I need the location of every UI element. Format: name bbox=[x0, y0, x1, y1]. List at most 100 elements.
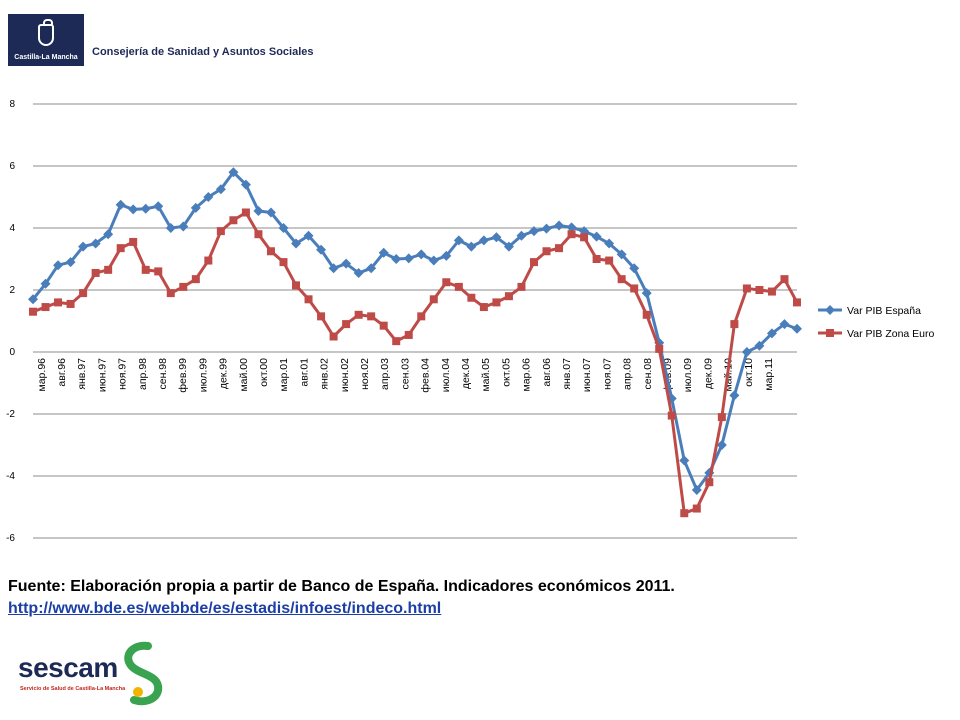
spain-point bbox=[466, 241, 477, 252]
x-tick-label: апр.98 bbox=[137, 358, 149, 390]
euro-point bbox=[379, 321, 388, 330]
euro-point bbox=[204, 256, 213, 265]
euro-point bbox=[304, 295, 313, 304]
x-tick-label: июн.97 bbox=[96, 358, 108, 392]
x-tick-label: июл.99 bbox=[197, 358, 209, 392]
x-tick-label: дек.99 bbox=[218, 358, 230, 389]
euro-point bbox=[367, 312, 376, 321]
x-tick-label: ноя.02 bbox=[359, 358, 371, 390]
x-tick-label: ноя.07 bbox=[601, 358, 613, 390]
euro-point bbox=[329, 332, 338, 341]
x-tick-label: мар.96 bbox=[36, 358, 48, 392]
spain-point bbox=[353, 267, 364, 278]
euro-point bbox=[266, 247, 275, 256]
y-tick-label: -4 bbox=[6, 471, 15, 482]
x-tick-label: май.00 bbox=[238, 358, 250, 392]
x-tick-label: окт.00 bbox=[258, 358, 270, 387]
spain-point bbox=[754, 340, 765, 351]
spain-point bbox=[65, 257, 76, 268]
euro-point bbox=[580, 233, 589, 242]
euro-point bbox=[141, 265, 150, 274]
euro-point bbox=[692, 504, 701, 513]
spain-point bbox=[40, 278, 51, 289]
spain-point bbox=[792, 323, 802, 334]
euro-point bbox=[793, 298, 801, 307]
euro-point bbox=[429, 295, 438, 304]
y-tick-label: 8 bbox=[9, 99, 15, 110]
x-tick-label: апр.08 bbox=[622, 358, 634, 390]
euro-point bbox=[404, 330, 413, 339]
spain-point bbox=[341, 258, 352, 269]
spain-point bbox=[591, 231, 602, 242]
x-tick-label: авг.96 bbox=[56, 358, 68, 387]
spain-point bbox=[741, 347, 752, 357]
euro-point bbox=[742, 284, 751, 293]
euro-point bbox=[216, 227, 225, 236]
euro-point bbox=[229, 216, 238, 225]
x-tick-label: фев.04 bbox=[420, 358, 432, 393]
x-tick-label: июн.02 bbox=[339, 358, 351, 392]
spain-point bbox=[541, 223, 552, 234]
y-tick-label: 6 bbox=[9, 161, 15, 172]
spain-point bbox=[153, 201, 164, 212]
euro-point bbox=[767, 287, 776, 296]
euro-point bbox=[680, 509, 689, 518]
spain-point bbox=[779, 319, 790, 330]
euro-point bbox=[717, 413, 726, 422]
x-tick-label: ноя.97 bbox=[117, 358, 129, 390]
spain-point bbox=[215, 184, 226, 195]
spain-point bbox=[128, 204, 139, 215]
spain-point bbox=[265, 207, 276, 218]
euro-point bbox=[529, 258, 538, 267]
euro-point bbox=[642, 310, 651, 319]
euro-point bbox=[392, 337, 401, 346]
euro-point bbox=[417, 312, 426, 321]
euro-point bbox=[104, 265, 113, 274]
spain-point bbox=[491, 232, 502, 243]
spain-point bbox=[291, 238, 302, 249]
euro-point bbox=[592, 255, 601, 263]
spain-point bbox=[53, 260, 64, 271]
euro-point bbox=[54, 298, 63, 307]
x-tick-label: сен.03 bbox=[399, 358, 411, 390]
spain-point bbox=[566, 222, 577, 233]
spain-point bbox=[716, 440, 727, 450]
euro-point bbox=[479, 303, 488, 312]
spain-point bbox=[691, 484, 702, 495]
spain-point bbox=[403, 253, 414, 264]
legend-marker bbox=[826, 329, 834, 337]
euro-point bbox=[166, 289, 175, 298]
x-tick-label: июн.07 bbox=[581, 358, 593, 392]
spain-point bbox=[178, 221, 189, 232]
x-tick-label: июл.09 bbox=[682, 358, 694, 392]
y-tick-label: -6 bbox=[6, 533, 15, 544]
euro-point bbox=[630, 284, 639, 293]
logo-text: Castilla-La Mancha bbox=[14, 54, 78, 61]
crest-icon bbox=[38, 19, 54, 46]
sescam-subtitle: Servicio de Salud de Castilla-La Mancha bbox=[20, 686, 126, 692]
sescam-logo: sescam Servicio de Salud de Castilla-La … bbox=[18, 640, 168, 706]
spain-point bbox=[28, 294, 38, 305]
spain-point bbox=[190, 202, 201, 213]
source-link[interactable]: http://www.bde.es/webbde/es/estadis/info… bbox=[8, 600, 442, 617]
euro-point bbox=[41, 303, 50, 312]
euro-point bbox=[705, 478, 714, 487]
euro-point bbox=[254, 230, 263, 239]
x-tick-label: дек.04 bbox=[460, 358, 472, 389]
euro-point bbox=[454, 282, 463, 291]
euro-point bbox=[655, 344, 664, 353]
euro-point bbox=[567, 230, 576, 239]
spain-point bbox=[240, 179, 251, 190]
spain-point bbox=[90, 238, 101, 249]
y-tick-label: 0 bbox=[9, 347, 15, 358]
x-tick-label: авг.01 bbox=[298, 358, 310, 387]
spain-point bbox=[453, 235, 464, 246]
spain-point bbox=[165, 223, 176, 233]
spain-point bbox=[729, 390, 740, 401]
x-tick-label: апр.03 bbox=[379, 358, 391, 390]
euro-point bbox=[179, 282, 188, 291]
sescam-s-cross-icon bbox=[124, 641, 163, 706]
euro-point bbox=[667, 411, 676, 420]
euro-point bbox=[617, 275, 626, 284]
x-tick-label: мар.11 bbox=[763, 358, 775, 391]
